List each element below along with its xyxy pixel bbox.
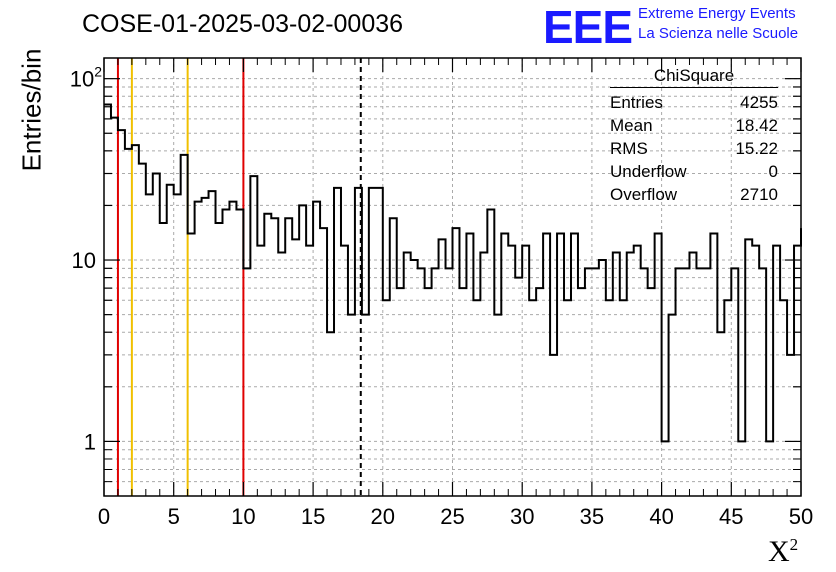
x-tick-label: 25 xyxy=(440,504,464,529)
logo-caption: Extreme Energy Events La Scienza nelle S… xyxy=(638,4,798,44)
x-axis-label-text: X xyxy=(768,535,790,568)
stats-value: 4255 xyxy=(740,93,778,112)
x-tick-label: 30 xyxy=(510,504,534,529)
stats-label: Entries xyxy=(610,93,663,112)
x-tick-label: 45 xyxy=(719,504,743,529)
x-tick-label: 0 xyxy=(98,504,110,529)
stats-label: Mean xyxy=(610,116,653,135)
y-axis-label-text: Entries/bin xyxy=(16,48,47,172)
stats-value: 18.42 xyxy=(735,116,778,135)
logo-line-2: La Scienza nelle Scuole xyxy=(638,25,799,42)
y-tick-label: 102 xyxy=(70,64,102,92)
y-tick-label: 1 xyxy=(84,429,96,454)
histogram-line xyxy=(104,103,802,443)
x-tick-label: 20 xyxy=(371,504,395,529)
stats-row-mean: Mean 18.42 xyxy=(610,114,778,137)
x-tick-label: 35 xyxy=(580,504,604,529)
marker-lines xyxy=(116,58,362,496)
y-axis-ticks: 1 10 102 xyxy=(70,64,801,497)
eee-logo: EEE xyxy=(543,1,633,53)
stats-row-rms: RMS 15.22 xyxy=(610,137,778,160)
x-tick-label: 40 xyxy=(649,504,673,529)
x-tick-label: 50 xyxy=(789,504,813,529)
x-axis-label-superscript: 2 xyxy=(789,535,799,554)
y-tick-label: 10 xyxy=(72,248,96,273)
stats-row-overflow: Overflow 2710 xyxy=(610,183,778,206)
stats-row-underflow: Underflow 0 xyxy=(610,160,778,183)
stats-value: 2710 xyxy=(740,185,778,204)
x-tick-label: 10 xyxy=(231,504,255,529)
x-axis-label: X2 xyxy=(768,535,798,569)
x-axis-ticks: 0 5 10 15 20 25 30 35 40 45 50 xyxy=(98,58,813,529)
logo-line-1: Extreme Energy Events xyxy=(638,5,796,22)
stats-box-title: ChiSquare xyxy=(610,66,778,88)
x-tick-label: 15 xyxy=(301,504,325,529)
stats-label: Overflow xyxy=(610,185,678,204)
stats-label: RMS xyxy=(610,139,648,158)
stats-value: 0 xyxy=(768,162,778,181)
stats-row-entries: Entries 4255 xyxy=(610,91,778,114)
chart-title: COSE-01-2025-03-02-00036 xyxy=(82,10,404,38)
stats-value: 15.22 xyxy=(735,139,778,158)
stats-label: Underflow xyxy=(610,162,687,181)
stats-box: ChiSquare Entries 4255 Mean 18.42 RMS 15.22… xyxy=(610,66,778,206)
x-tick-label: 5 xyxy=(168,504,180,529)
